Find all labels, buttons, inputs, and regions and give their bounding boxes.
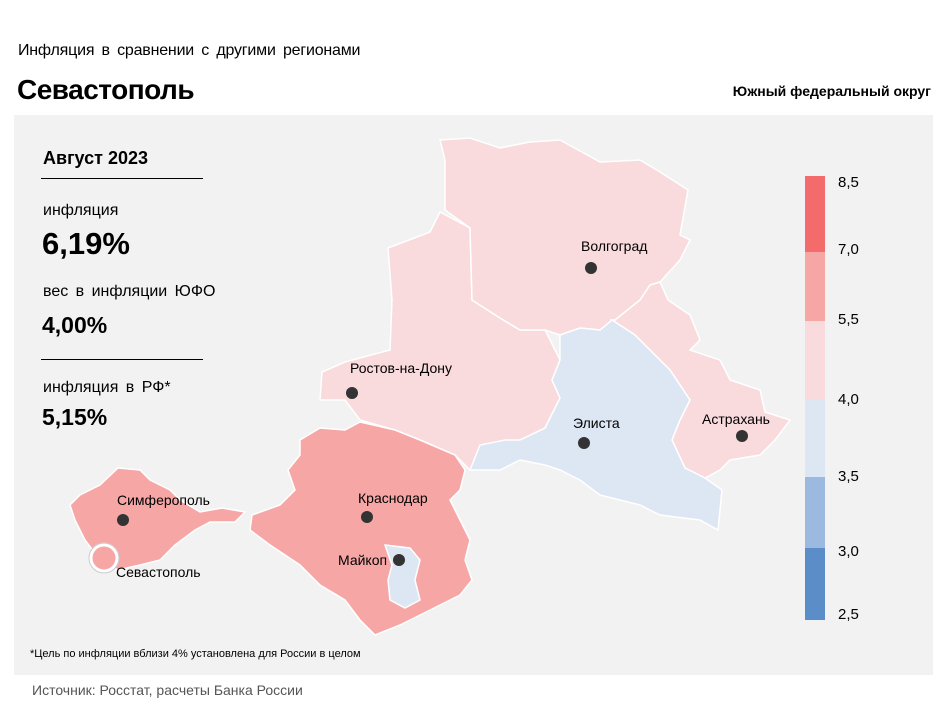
legend-tick: 4,0 — [838, 391, 859, 408]
legend-tick: 3,5 — [838, 468, 859, 485]
legend-segment — [805, 400, 825, 477]
city-label-krasnodar: Краснодар — [358, 490, 428, 506]
divider — [41, 359, 203, 360]
city-dot-maykop — [393, 554, 405, 566]
city-label-volgograd: Волгоград — [581, 238, 647, 254]
rf-inflation-label: инфляция в РФ* — [43, 379, 171, 396]
inflation-label: инфляция — [43, 202, 119, 219]
period-label: Август 2023 — [43, 148, 148, 168]
city-dot-volgograd — [585, 262, 597, 274]
region-kalmykia — [468, 319, 723, 532]
legend-segment-low — [805, 548, 825, 620]
legend-tick: 2,5 — [838, 606, 859, 623]
city-label-sevastopol: Севастополь — [116, 564, 201, 580]
city-label-rostov: Ростов-на-Дону — [350, 360, 452, 376]
region-krasnodar — [249, 421, 473, 636]
rf-inflation-value: 5,15% — [42, 404, 108, 430]
city-label-astrakhan: Астрахань — [702, 411, 770, 427]
footnote: *Цель по инфляции вблизи 4% установлена … — [30, 648, 361, 660]
city-label-simferopol: Симферополь — [117, 492, 210, 508]
source-note: Источник: Росстат, расчеты Банка России — [32, 682, 303, 698]
city-dot-krasnodar — [361, 511, 373, 523]
city-dot-elista — [578, 437, 590, 449]
city-dot-astrakhan — [736, 430, 748, 442]
page-title: Севастополь — [17, 74, 195, 105]
divider — [41, 178, 203, 179]
legend-tick: 8,5 — [838, 174, 859, 191]
legend-tick: 3,0 — [838, 543, 859, 560]
city-dot-simferopol — [117, 514, 129, 526]
weight-label: вес в инфляции ЮФО — [43, 283, 216, 300]
legend-tick: 5,5 — [838, 311, 859, 328]
subtitle: Инфляция в сравнении с другими регионами — [18, 42, 361, 59]
district-label: Южный федеральный округ — [732, 83, 931, 99]
legend-segment — [805, 252, 825, 321]
city-dot-rostov — [346, 387, 358, 399]
city-label-maykop: Майкоп — [338, 552, 387, 568]
inflation-value: 6,19% — [42, 226, 130, 261]
legend-segment — [805, 477, 825, 548]
sevastopol-marker[interactable] — [89, 543, 119, 573]
legend-segment — [805, 321, 825, 400]
city-label-elista: Элиста — [573, 415, 620, 431]
region-adygea — [383, 544, 421, 609]
legend-tick: 7,0 — [838, 241, 859, 258]
legend-segment-high — [805, 176, 825, 252]
sevastopol-marker-outline — [88, 542, 120, 574]
region-crimea — [69, 467, 247, 571]
weight-value: 4,00% — [42, 312, 108, 338]
